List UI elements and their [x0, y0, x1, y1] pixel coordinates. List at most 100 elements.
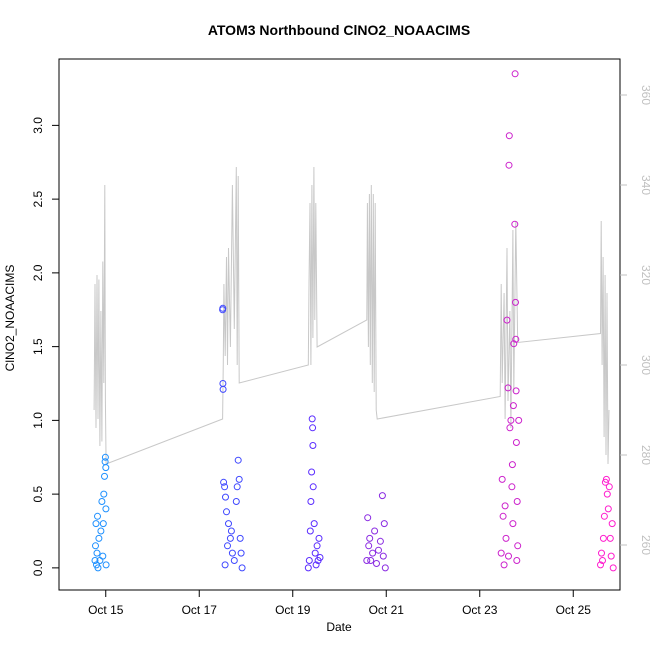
y-tick-label: 2.5 [31, 190, 45, 207]
data-point [92, 520, 100, 528]
y2-tick-label: 360 [639, 85, 650, 105]
data-point [102, 464, 110, 472]
data-point [364, 514, 372, 522]
data-point [102, 505, 110, 513]
axes-layer: Oct 15 Oct 17 Oct 19 Oct 21 Oct 23 Oct 25 0.0 0… [31, 85, 650, 617]
data-point [604, 505, 612, 513]
data-point [513, 498, 521, 505]
data-point [497, 549, 505, 557]
data-point [316, 554, 324, 561]
data-point [597, 561, 604, 569]
data-point [230, 557, 238, 564]
data-point [309, 424, 317, 432]
data-point [507, 416, 515, 424]
data-point [378, 492, 386, 500]
y2-tick-label: 320 [639, 265, 650, 285]
data-point [93, 549, 101, 557]
y-tick-label: 1.5 [31, 338, 45, 355]
data-point [508, 461, 516, 469]
data-point [606, 534, 614, 542]
y2-tick-label: 260 [639, 535, 650, 555]
data-point [92, 542, 99, 550]
y-tick-label: 1.0 [31, 412, 45, 429]
data-point [97, 527, 105, 535]
data-point [101, 472, 108, 480]
x-tick-label: Oct 25 [556, 603, 592, 617]
data-point [95, 534, 103, 542]
data-point [102, 561, 110, 569]
secondary-line [93, 166, 610, 465]
data-point [304, 564, 312, 572]
x-tick-label: Oct 17 [182, 603, 218, 617]
data-point [227, 527, 235, 535]
data-point [599, 534, 607, 542]
data-point [515, 416, 523, 424]
data-point [225, 520, 232, 528]
data-point [512, 335, 520, 343]
data-point [371, 527, 379, 535]
data-point [308, 468, 316, 476]
x-tick-label: Oct 15 [88, 603, 124, 617]
data-point [599, 557, 606, 564]
data-point [94, 512, 101, 520]
data-point [512, 298, 519, 306]
data-point [219, 385, 227, 393]
data-point [381, 564, 389, 572]
data-point [222, 493, 229, 501]
data-point [512, 387, 520, 395]
data-point [506, 424, 514, 432]
data-point [600, 512, 608, 520]
data-point [502, 534, 510, 542]
y-axis-label: ClNO2_NOAACIMS [3, 265, 17, 372]
data-point [373, 560, 380, 567]
data-point [238, 564, 246, 572]
data-point [509, 402, 517, 410]
data-point [504, 384, 512, 392]
data-point [234, 456, 242, 464]
data-point [224, 542, 231, 550]
data-point [311, 549, 319, 557]
y-tick-label: 0.0 [31, 559, 45, 576]
data-point [510, 340, 518, 348]
data-point [101, 453, 109, 461]
y-tick-label: 2.0 [31, 264, 45, 281]
data-point [226, 534, 234, 542]
y2-tick-label: 280 [639, 445, 650, 465]
data-point [503, 316, 511, 324]
data-point [365, 542, 373, 550]
data-point [508, 483, 516, 491]
x-tick-label: Oct 23 [462, 603, 498, 617]
data-point [235, 475, 243, 483]
data-point [607, 552, 615, 560]
plot-frame [58, 58, 621, 591]
data-point [605, 483, 613, 491]
chart-title: ATOM3 Northbound ClNO2_NOAACIMS [208, 22, 470, 38]
data-point [500, 561, 508, 569]
data-point [219, 304, 227, 312]
data-point [366, 534, 374, 542]
data-point [376, 537, 384, 545]
data-point [312, 561, 320, 569]
y2-tick-label: 300 [639, 355, 650, 375]
data-point [309, 483, 317, 491]
data-point [223, 508, 230, 516]
data-point [221, 483, 229, 491]
data-point [220, 478, 228, 486]
data-point [601, 478, 609, 486]
data-point [232, 498, 240, 505]
y-tick-label: 3.0 [31, 117, 45, 134]
data-point [306, 527, 314, 535]
y2-tick-label: 340 [639, 175, 650, 195]
data-point [310, 520, 318, 528]
data-point [598, 549, 605, 557]
data-point [379, 552, 387, 560]
data-point [380, 520, 388, 528]
data-point [315, 534, 323, 542]
data-point [511, 220, 519, 228]
data-point [498, 475, 506, 483]
data-point [236, 534, 244, 542]
data-point [94, 564, 102, 572]
data-point [505, 132, 513, 140]
data-point [501, 502, 509, 510]
data-point [514, 542, 522, 550]
